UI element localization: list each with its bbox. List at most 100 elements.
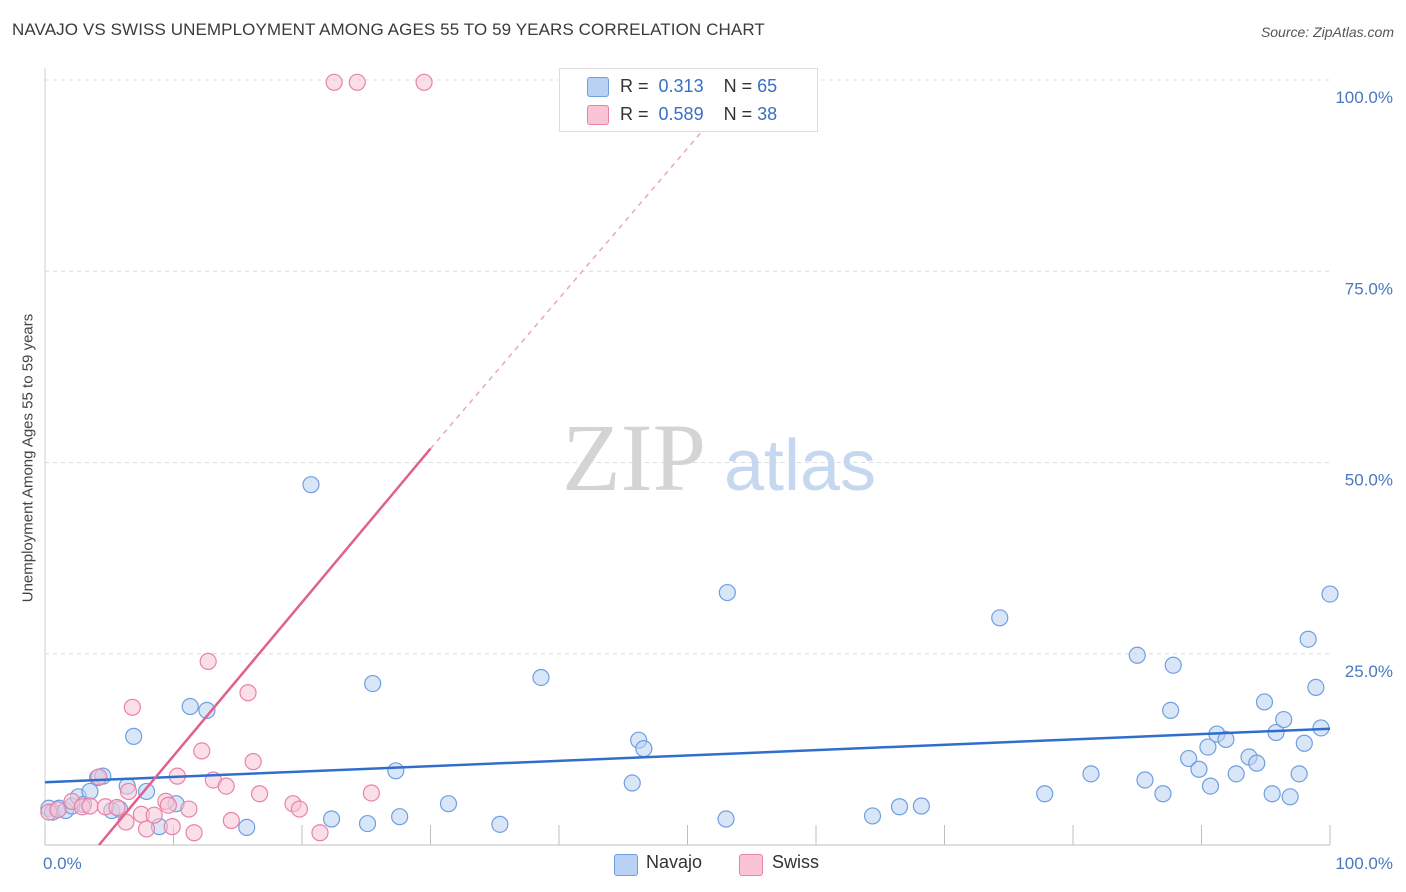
navajo-point-33: [717, 810, 735, 828]
swiss-point-34: [415, 73, 433, 91]
navajo-point-26: [439, 795, 458, 813]
navajo-point-47: [1199, 738, 1217, 756]
navajo-point-57: [1275, 710, 1293, 729]
navajo-point-62: [1307, 678, 1325, 697]
swiss-point-18: [180, 800, 198, 818]
swiss-point-27: [250, 785, 269, 803]
chart-title: NAVAJO VS SWISS UNEMPLOYMENT AMONG AGES …: [12, 20, 765, 39]
swiss-point-5: [90, 768, 108, 786]
swiss-point-4: [81, 797, 99, 815]
navajo-point-34: [863, 807, 882, 825]
navajo-point-43: [1162, 701, 1180, 719]
axes: [44, 68, 1331, 846]
y-tick-label-0: 100.0%: [1335, 88, 1393, 107]
navajo-point-55: [1263, 785, 1281, 803]
swiss-point-26: [244, 753, 262, 771]
bottom-legend-swiss: Swiss: [772, 852, 820, 872]
navajo-point-48: [1201, 777, 1220, 795]
bottom-legend-swatch-swiss: [739, 854, 763, 876]
bottom-legend-navajo: Navajo: [646, 852, 703, 872]
bottom-legend-swatch-navajo: [614, 854, 638, 876]
navajo-point-41: [1136, 771, 1154, 789]
navajo-point-17: [181, 697, 199, 716]
swiss-trend-line-extension: [429, 117, 714, 450]
legend-n-value-swiss: 38: [757, 103, 778, 124]
navajo-point-31: [635, 740, 653, 758]
legend-n-value-navajo: 65: [757, 75, 778, 96]
watermark-atlas: atlas: [724, 426, 876, 506]
swiss-point-31: [325, 73, 343, 91]
trend-lines: [44, 117, 1331, 846]
navajo-point-18: [198, 701, 216, 719]
legend-row-swiss: R = 0.589 N = 38: [620, 102, 777, 126]
swiss-point-15: [159, 796, 177, 814]
swiss-point-8: [117, 813, 135, 831]
swiss-point-21: [199, 652, 217, 671]
navajo-point-64: [1321, 585, 1339, 603]
grid-lines: [45, 79, 1330, 655]
navajo-point-54: [1255, 693, 1274, 711]
x-tick-label-0: 0.0%: [43, 854, 82, 873]
swiss-point-30: [311, 824, 329, 842]
navajo-point-24: [387, 762, 405, 780]
tick-labels: 100.0% 75.0% 50.0% 25.0% 0.0% 100.0%: [43, 88, 1393, 873]
navajo-point-59: [1290, 765, 1308, 783]
swiss-point-33: [362, 784, 380, 802]
swiss-point-10: [123, 698, 141, 716]
navajo-point-20: [302, 476, 320, 494]
navajo-trend-line: [44, 727, 1331, 784]
swiss-point-20: [193, 742, 211, 760]
swiss-point-19: [185, 824, 203, 842]
y-tick-label-2: 50.0%: [1345, 471, 1393, 490]
navajo-point-44: [1164, 656, 1182, 674]
navajo-point-27: [491, 815, 509, 833]
navajo-point-25: [391, 808, 409, 826]
navajo-point-37: [991, 609, 1009, 627]
legend-r-value-navajo: 0.313: [658, 75, 704, 96]
navajo-point-36: [912, 797, 930, 815]
navajo-point-51: [1227, 765, 1245, 783]
legend-r-label: R =: [620, 103, 649, 124]
navajo-point-39: [1082, 765, 1100, 783]
swiss-point-13: [145, 806, 163, 824]
stats-legend: R = 0.313 N = 65 R = 0.589 N = 38: [559, 68, 818, 132]
y-tick-label-3: 25.0%: [1345, 662, 1393, 681]
swiss-point-16: [163, 818, 181, 836]
legend-r-label: R =: [620, 75, 649, 96]
navajo-point-13: [125, 727, 143, 745]
swiss-point-9: [119, 782, 138, 801]
swiss-point-32: [348, 73, 366, 91]
watermark: ZIP atlas: [562, 404, 876, 511]
navajo-point-40: [1128, 646, 1146, 664]
swiss-point-12: [137, 820, 156, 838]
navajo-point-32: [718, 583, 736, 602]
navajo-point-46: [1190, 760, 1208, 778]
navajo-point-35: [890, 798, 909, 816]
navajo-point-29: [623, 774, 641, 792]
data-points: [40, 73, 1339, 842]
y-tick-label-1: 75.0%: [1345, 279, 1393, 298]
legend-row-navajo: R = 0.313 N = 65: [620, 74, 777, 98]
swiss-point-7: [108, 798, 126, 817]
legend-swatch-swiss: [587, 105, 609, 125]
navajo-point-23: [364, 674, 382, 693]
swiss-point-25: [239, 684, 257, 702]
navajo-point-19: [238, 818, 256, 837]
navajo-point-14: [137, 782, 156, 801]
legend-swatch-navajo: [587, 77, 609, 97]
navajo-point-58: [1281, 788, 1299, 806]
swiss-trend-line: [98, 447, 432, 846]
navajo-point-22: [358, 814, 377, 833]
x-tick-label-1: 100.0%: [1335, 854, 1393, 873]
swiss-point-24: [222, 811, 240, 830]
swiss-point-29: [290, 800, 309, 818]
legend-r-value-swiss: 0.589: [658, 103, 704, 124]
navajo-point-50: [1217, 730, 1235, 749]
source-label: Source: ZipAtlas.com: [1260, 24, 1394, 40]
navajo-point-53: [1248, 754, 1266, 772]
navajo-point-21: [322, 810, 341, 828]
legend-n-label: N =: [723, 103, 753, 124]
swiss-point-23: [217, 777, 235, 795]
navajo-point-42: [1154, 785, 1172, 803]
